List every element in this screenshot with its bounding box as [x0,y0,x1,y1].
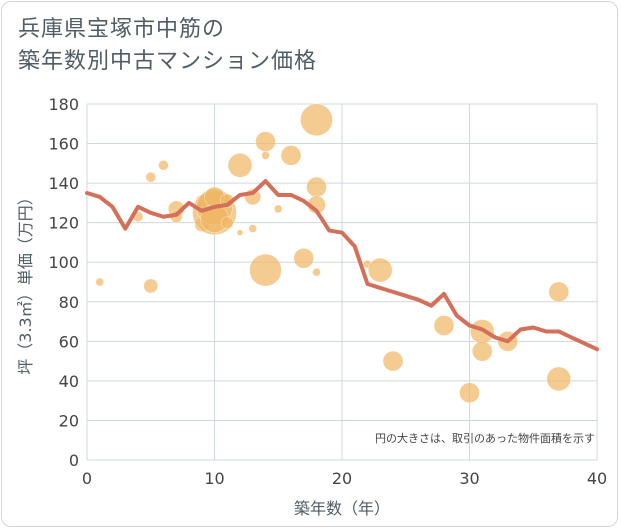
bubble-point [433,315,455,336]
chart-title-line2: 築年数別中古マンション価格 [18,49,318,74]
bubble-point [293,247,315,269]
y-tick-label: 160 [48,135,79,154]
y-tick-label: 60 [59,332,79,351]
bubble-point [248,224,258,233]
y-tick-label: 180 [48,95,79,114]
y-tick-label: 140 [48,174,79,193]
bubbles-layer [95,103,572,404]
y-tick-label: 100 [48,253,79,272]
grid-lines [86,103,598,461]
x-tick-label: 30 [459,469,479,488]
bubble-point [249,253,282,287]
x-tick-label: 20 [332,469,352,488]
bubble-point [306,176,327,198]
y-tick-label: 20 [59,411,79,430]
chart-title: 兵庫県宝塚市中筋の 築年数別中古マンション価格 [18,14,317,78]
trend-line-layer [85,179,599,352]
bubble-point [261,151,270,160]
x-tick-label: 0 [82,469,92,488]
bubble-point [546,366,572,392]
trend-line [85,179,599,352]
tick-labels: 0 20 40 60 80 100 120 140 160 180 0 10 20 30 40 [48,95,607,488]
y-tick-label: 40 [59,372,79,391]
bubble-point [459,382,480,404]
x-tick-label: 10 [204,469,224,488]
y-tick-label: 80 [59,293,79,312]
bubble-point [220,216,234,229]
bubble-point [548,281,570,303]
bubble-point [382,350,404,372]
bubble-point [280,145,302,166]
bubble-point [227,153,253,178]
bubble-point [367,257,393,283]
bubble-point [236,229,244,236]
x-tick-label: 40 [587,469,607,488]
chart-annotation: 円の大きさは、取引のあった物件面積を示す [375,431,595,445]
y-tick-label: 120 [48,214,79,233]
y-axis-label: 坪（3.3㎡）単価（万円） [16,189,35,374]
y-tick-label: 0 [69,451,79,470]
bubble-point [145,171,157,183]
bubble-point [255,131,276,152]
bubble-point [95,277,105,287]
x-axis-label: 築年数（年） [294,499,390,518]
bubble-point [300,103,333,137]
bubble-point [471,340,493,362]
chart-title-line1: 兵庫県宝塚市中筋の [18,17,226,42]
bubble-point [273,204,283,214]
bubble-point [158,160,169,171]
bubble-point [143,278,159,294]
bubble-point [312,267,321,277]
